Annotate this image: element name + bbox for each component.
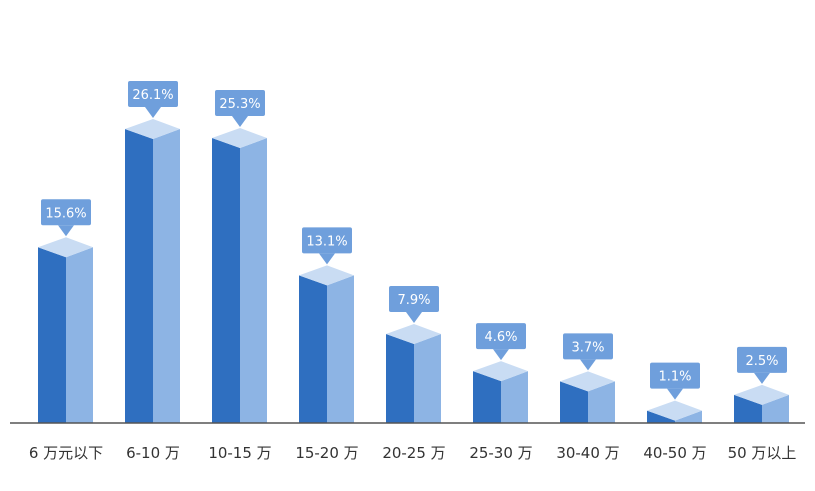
value-callout-7: 1.1% bbox=[650, 362, 700, 400]
value-callouts-group: 15.6% 26.1% 25.3% 13.1% 7.9% 4.6% 3.7% 1.1% 2.5% bbox=[41, 81, 787, 400]
bar-top-face bbox=[38, 237, 93, 258]
x-tick-label: 6-10 万 bbox=[126, 444, 180, 462]
callout-pointer bbox=[58, 225, 74, 237]
bar-0 bbox=[38, 237, 93, 423]
callout-pointer bbox=[754, 372, 770, 384]
bars-group bbox=[38, 119, 789, 424]
x-tick-label: 40-50 万 bbox=[643, 444, 706, 462]
bar-front-face bbox=[212, 138, 240, 424]
bar-top-face bbox=[299, 265, 354, 286]
x-tick-label: 25-30 万 bbox=[469, 444, 532, 462]
bar-front-face bbox=[38, 247, 66, 423]
callout-box bbox=[215, 90, 265, 117]
value-callout-0: 15.6% bbox=[41, 199, 91, 237]
x-tick-label: 10-15 万 bbox=[208, 444, 271, 462]
value-callout-1: 26.1% bbox=[128, 81, 178, 118]
bar-top-face bbox=[473, 361, 528, 382]
callout-pointer bbox=[145, 107, 161, 118]
value-label: 15.6% bbox=[45, 206, 86, 221]
bar-6 bbox=[560, 371, 615, 423]
bar-front-face bbox=[473, 371, 501, 423]
value-label: 1.1% bbox=[658, 370, 691, 385]
bar-5 bbox=[473, 361, 528, 423]
bar-side-face bbox=[588, 381, 615, 423]
bar-top-face bbox=[386, 324, 441, 345]
bar-side-face bbox=[327, 275, 354, 423]
callout-box bbox=[650, 362, 700, 389]
bar-top-face bbox=[125, 119, 180, 139]
value-label: 3.7% bbox=[571, 340, 604, 355]
callout-pointer bbox=[406, 312, 422, 324]
x-tick-label: 6 万元以下 bbox=[29, 444, 103, 462]
bar-top-face bbox=[647, 400, 702, 421]
bar-2 bbox=[212, 128, 267, 424]
bar-side-face bbox=[240, 138, 267, 424]
bar-front-face bbox=[734, 394, 762, 423]
value-callout-4: 7.9% bbox=[389, 286, 439, 324]
callout-box bbox=[128, 81, 178, 107]
bar-front-face bbox=[647, 410, 675, 423]
value-callout-2: 25.3% bbox=[215, 90, 265, 128]
x-tick-label: 15-20 万 bbox=[295, 444, 358, 462]
bar-top-face bbox=[212, 128, 267, 149]
callout-box bbox=[563, 333, 613, 360]
bar-side-face bbox=[66, 247, 93, 423]
x-tick-label: 50 万以上 bbox=[728, 444, 797, 462]
bar-side-face bbox=[414, 334, 441, 423]
callout-box bbox=[41, 199, 91, 226]
bar-side-face bbox=[501, 371, 528, 423]
callout-pointer bbox=[493, 349, 509, 361]
value-callout-5: 4.6% bbox=[476, 323, 526, 361]
x-tick-label: 30-40 万 bbox=[556, 444, 619, 462]
bar-side-face bbox=[153, 129, 180, 423]
bar-7 bbox=[647, 400, 702, 423]
bar-top-face bbox=[734, 384, 789, 405]
bar-front-face bbox=[125, 129, 153, 423]
value-callout-3: 13.1% bbox=[302, 227, 352, 265]
bar-front-face bbox=[560, 381, 588, 423]
value-label: 2.5% bbox=[745, 354, 778, 369]
callout-pointer bbox=[232, 116, 248, 128]
callout-box bbox=[389, 286, 439, 313]
value-callout-8: 2.5% bbox=[737, 346, 787, 384]
callout-pointer bbox=[580, 359, 596, 371]
bar-1 bbox=[125, 119, 180, 423]
value-label: 4.6% bbox=[484, 330, 517, 345]
callout-pointer bbox=[667, 388, 683, 400]
callout-pointer bbox=[319, 253, 335, 265]
bar-front-face bbox=[386, 334, 414, 423]
bar-3 bbox=[299, 265, 354, 423]
value-callout-6: 3.7% bbox=[563, 333, 613, 371]
bar-side-face bbox=[675, 410, 702, 423]
value-label: 7.9% bbox=[397, 293, 430, 308]
callout-box bbox=[476, 323, 526, 350]
bar-8 bbox=[734, 384, 789, 423]
callout-box bbox=[737, 346, 787, 373]
bar-top-face bbox=[560, 371, 615, 392]
x-tick-label: 20-25 万 bbox=[382, 444, 445, 462]
x-tick-labels-group: 6 万元以下 6-10 万 10-15 万 15-20 万 20-25 万 25-30 万… bbox=[29, 444, 797, 462]
value-label: 25.3% bbox=[219, 97, 260, 112]
bar-4 bbox=[386, 324, 441, 423]
bar-side-face bbox=[762, 394, 789, 423]
callout-box bbox=[302, 227, 352, 254]
value-label: 26.1% bbox=[132, 88, 173, 103]
value-label: 13.1% bbox=[306, 234, 347, 249]
bar-front-face bbox=[299, 275, 327, 423]
